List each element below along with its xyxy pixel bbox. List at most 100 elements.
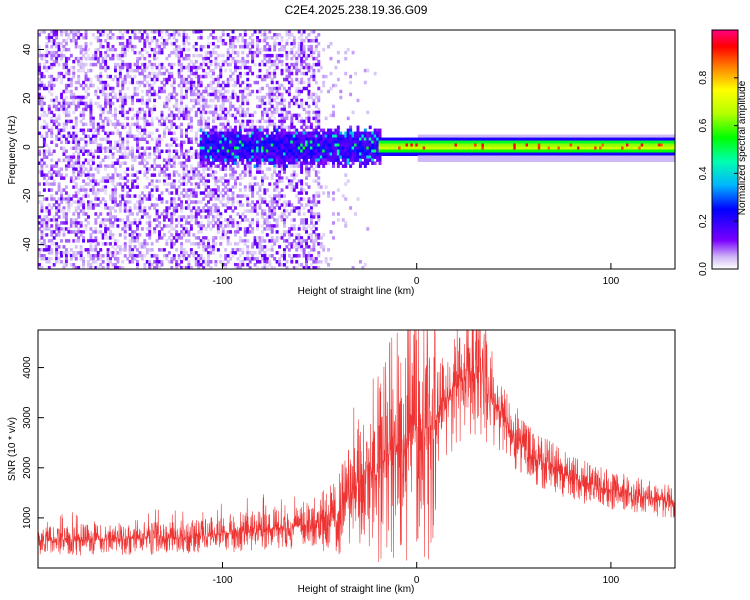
heatmap-cell [197, 77, 201, 82]
heatmap-cell [385, 152, 389, 156]
heatmap-cell [302, 131, 306, 136]
heatmap-cell [64, 248, 68, 252]
heatmap-cell [189, 182, 193, 186]
heatmap-cell [285, 245, 289, 249]
heatmap-cell [106, 98, 110, 103]
heatmap-cell [224, 248, 228, 252]
heatmap-cell [40, 158, 44, 162]
heatmap-cell [260, 86, 264, 91]
heatmap-cell [300, 65, 304, 70]
heatmap-cell [199, 32, 203, 37]
heatmap-cell [319, 236, 323, 240]
heatmap-cell [96, 77, 100, 82]
heatmap-cell [194, 30, 198, 34]
heatmap-cell [211, 209, 215, 213]
heatmap-cell [211, 155, 215, 159]
heatmap-cell [155, 41, 159, 46]
heatmap-cell [344, 182, 348, 186]
heatmap-cell [52, 242, 56, 246]
heatmap-cell [314, 194, 318, 198]
heatmap-cell [177, 32, 181, 37]
heatmap-cell [285, 65, 289, 70]
heatmap-cell [356, 134, 360, 139]
heatmap-cell [204, 56, 208, 61]
heatmap-cell [118, 149, 122, 153]
heatmap-cell [197, 128, 201, 133]
heatmap-cell [292, 113, 296, 118]
heatmap-cell [351, 158, 355, 162]
heatmap-cell [94, 194, 98, 198]
heatmap-cell [302, 119, 306, 124]
heatmap-cell [140, 35, 144, 40]
heatmap-cell [278, 257, 282, 261]
heatmap-cell [329, 86, 333, 91]
heatmap-cell [150, 203, 154, 207]
heatmap-cell [162, 41, 166, 46]
heatmap-cell [273, 206, 277, 210]
heatmap-cell [106, 122, 110, 127]
heatmap-cell [99, 53, 103, 58]
heatmap-cell [216, 227, 220, 231]
heatmap-cell [334, 131, 338, 136]
heatmap-cell [422, 137, 426, 142]
heatmap-cell [336, 161, 340, 165]
heatmap-cell [260, 143, 264, 148]
heatmap-cell [258, 98, 262, 103]
heatmap-cell [324, 116, 328, 121]
heatmap-cell [42, 86, 46, 91]
heatmap-cell [309, 152, 313, 156]
heatmap-cell [138, 209, 142, 213]
heatmap-cell [209, 167, 213, 171]
heatmap-cell [82, 212, 86, 216]
heatmap-cell [91, 125, 95, 130]
heatmap-cell [344, 71, 348, 76]
heatmap-cell [307, 197, 311, 201]
heatmap-cell [204, 158, 208, 162]
heatmap-cell [302, 197, 306, 201]
heatmap-cell [314, 158, 318, 162]
heatmap-cell [177, 194, 181, 198]
heatmap-cell [123, 53, 127, 58]
heatmap-cell [182, 248, 186, 252]
heatmap-cell [420, 146, 424, 150]
heatmap-cell [302, 65, 306, 70]
heatmap-cell [297, 161, 301, 165]
heatmap-cell [241, 143, 245, 148]
heatmap-cell [143, 113, 147, 118]
heatmap-cell [170, 266, 174, 269]
heatmap-cell [268, 86, 272, 91]
heatmap-cell [50, 134, 54, 139]
heatmap-cell [199, 104, 203, 109]
heatmap-cell [113, 167, 117, 171]
heatmap-cell [131, 179, 135, 183]
heatmap-cell [91, 161, 95, 165]
heatmap-cell [60, 191, 63, 195]
heatmap-cell [309, 65, 313, 70]
heatmap-cell [182, 167, 186, 171]
heatmap-cell [167, 191, 171, 195]
heatmap-cell [214, 89, 218, 94]
heatmap-cell [351, 266, 355, 269]
heatmap-cell [50, 83, 54, 88]
heatmap-cell [175, 50, 179, 55]
heatmap-cell [170, 197, 174, 201]
heatmap-cell [287, 230, 291, 234]
heatmap-cell [229, 230, 233, 234]
heatmap-cell [283, 116, 286, 121]
heatmap-cell [67, 209, 71, 213]
heatmap-cell [307, 167, 311, 171]
heatmap-cell [197, 122, 201, 127]
heatmap-cell [295, 113, 299, 118]
heatmap-cell [123, 203, 127, 207]
heatmap-cell [180, 215, 184, 219]
heatmap-cell [77, 170, 81, 174]
heatmap-cell [285, 260, 289, 264]
heatmap-cell [202, 137, 206, 142]
heatmap-cell [287, 200, 291, 204]
heatmap-cell [307, 44, 311, 49]
heatmap-cell [412, 149, 416, 153]
heatmap-cell [104, 224, 108, 228]
heatmap-cell [283, 224, 286, 228]
heatmap-cell [270, 77, 274, 82]
heatmap-cell [104, 101, 108, 106]
